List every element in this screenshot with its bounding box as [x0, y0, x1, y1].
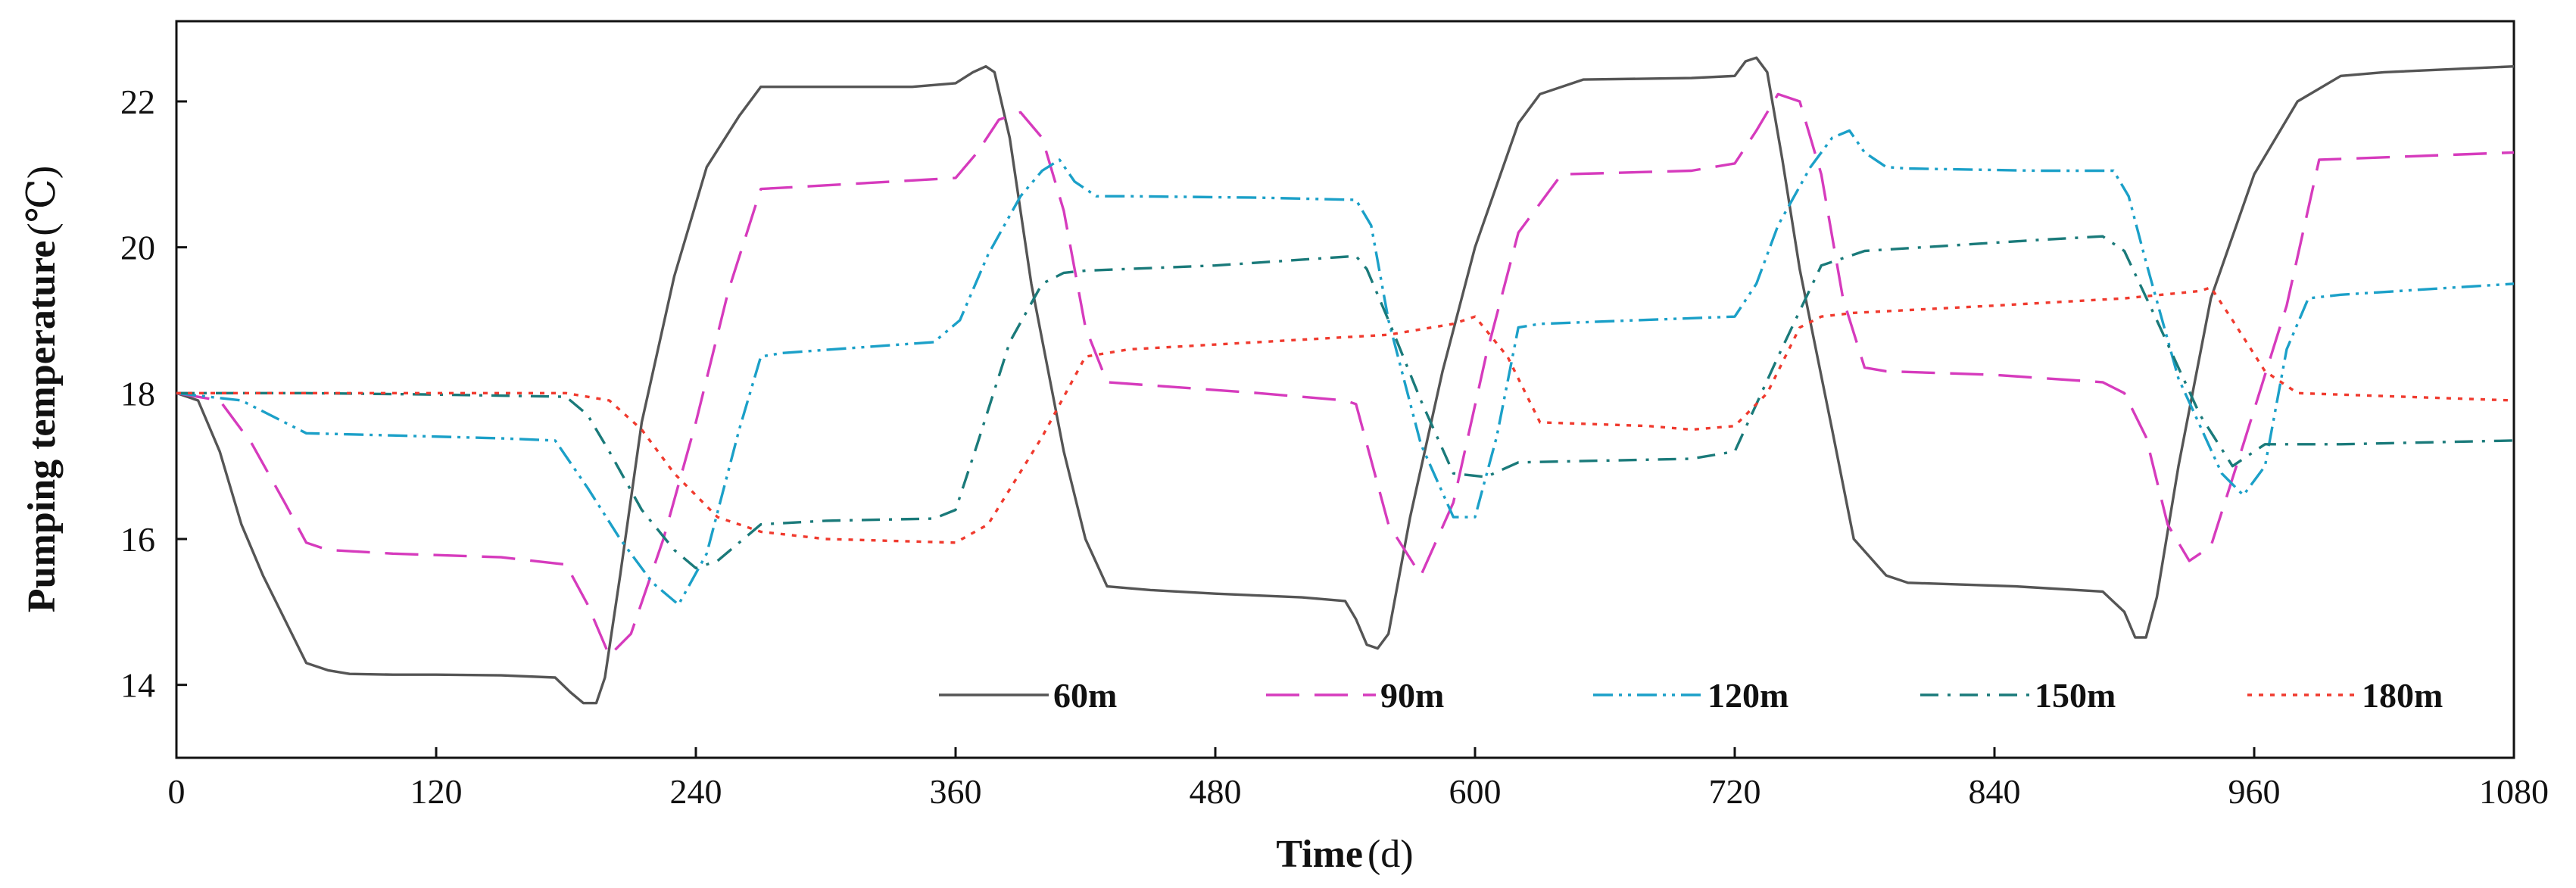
series-line-60m — [176, 56, 2515, 705]
plot-area-frame — [175, 20, 2515, 759]
y-tick-label: 14 — [120, 666, 155, 705]
y-tick-label: 20 — [120, 229, 155, 267]
series-line-180m — [176, 285, 2515, 544]
y-axis-title: Pumping temperature (℃) — [20, 166, 64, 612]
x-tick-label: 960 — [2228, 772, 2281, 811]
y-axis: 14 16 18 20 22 — [120, 83, 187, 705]
y-tick-label: 22 — [120, 83, 155, 121]
x-tick-label: 240 — [670, 772, 722, 811]
legend-label-90m: 90m — [1380, 676, 1444, 715]
x-axis-title: Time (d) — [1276, 833, 1413, 876]
series-line-150m — [176, 235, 2515, 570]
legend-label-60m: 60m — [1053, 676, 1117, 715]
x-tick-label: 1080 — [2479, 772, 2549, 811]
x-tick-label: 600 — [1449, 772, 1502, 811]
x-tick-label: 720 — [1709, 772, 1761, 811]
series-line-90m — [176, 92, 2515, 657]
x-tick-label: 840 — [1969, 772, 2021, 811]
y-tick-label: 16 — [120, 520, 155, 559]
y-axis-unit: (℃) — [20, 166, 64, 236]
x-tick-label: 120 — [410, 772, 463, 811]
x-axis-label: Time — [1276, 833, 1363, 876]
x-tick-label: 360 — [930, 772, 982, 811]
legend-label-180m: 180m — [2362, 676, 2443, 715]
x-tick-label: 0 — [168, 772, 186, 811]
x-axis-unit: (d) — [1368, 833, 1414, 876]
legend-label-150m: 150m — [2035, 676, 2116, 715]
y-tick-label: 18 — [120, 374, 155, 413]
y-axis-label: Pumping temperature — [20, 241, 64, 613]
legend: 60m 90m 120m 150m 180m — [939, 676, 2443, 715]
x-tick-label: 480 — [1190, 772, 1242, 811]
legend-label-120m: 120m — [1707, 676, 1789, 715]
series-line-120m — [176, 129, 2515, 606]
series-lines — [176, 56, 2515, 705]
x-axis: 0 120 240 360 480 600 720 840 960 1080 — [168, 747, 2549, 811]
